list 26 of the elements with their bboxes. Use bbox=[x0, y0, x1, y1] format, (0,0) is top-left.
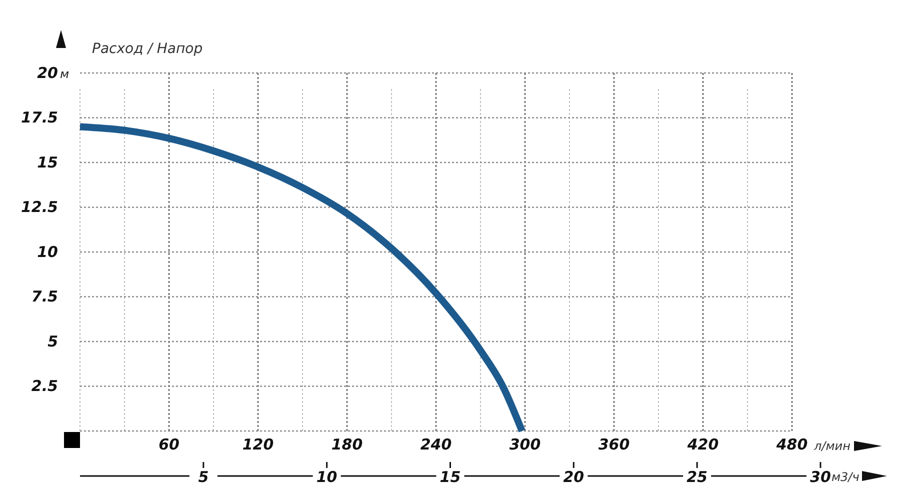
x2-tick-label: 15 bbox=[440, 468, 461, 486]
x2-tick-label: 30 bbox=[810, 468, 831, 486]
x2-tick-label: 5 bbox=[198, 468, 209, 486]
y-tick-label: 12.5 bbox=[20, 198, 58, 216]
x-tick-label: 420 bbox=[686, 436, 719, 454]
x-tick-label: 60 bbox=[158, 436, 180, 454]
y-tick-label: 2.5 bbox=[31, 377, 58, 396]
x-tick-label: 120 bbox=[242, 436, 274, 454]
y-tick-label: 15 bbox=[37, 153, 58, 172]
x2-tick-label: 10 bbox=[316, 468, 338, 486]
y-tick-label: 7.5 bbox=[31, 288, 58, 306]
x-tick-label: 240 bbox=[420, 436, 452, 454]
y-tick-label: 10 bbox=[37, 242, 58, 261]
x2-tick-label: 25 bbox=[686, 468, 708, 486]
y-tick-label: 20 bbox=[37, 64, 58, 82]
x2-axis-title: м3/ч bbox=[831, 470, 860, 484]
x-tick-label: 180 bbox=[331, 436, 363, 454]
y-tick-label: 5 bbox=[48, 332, 58, 350]
y-axis-title: м bbox=[60, 67, 70, 81]
y-tick-label: 17.5 bbox=[20, 108, 58, 127]
x-tick-label: 480 bbox=[775, 436, 808, 454]
x2-tick-label: 20 bbox=[563, 468, 584, 486]
x-tick-label: 300 bbox=[509, 436, 541, 454]
x-axis-title: л/мин bbox=[813, 439, 851, 453]
chart-title: Расход / Напор bbox=[92, 41, 203, 57]
x-tick-label: 360 bbox=[598, 436, 630, 454]
